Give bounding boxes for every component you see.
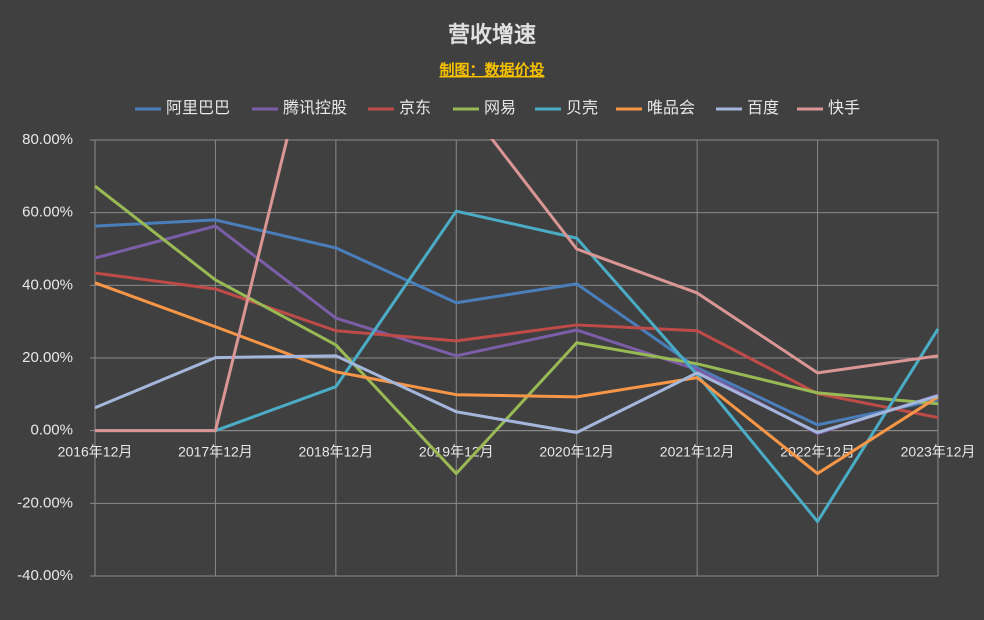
x-tick-label: 2021年12月 bbox=[660, 443, 735, 459]
legend-label: 快手 bbox=[828, 99, 860, 117]
x-tick-label: 2022年12月 bbox=[780, 443, 855, 459]
x-tick-label: 2016年12月 bbox=[58, 443, 133, 459]
y-tick-label: 0.00% bbox=[30, 422, 73, 439]
series-line bbox=[95, 209, 940, 523]
legend-label: 京东 bbox=[399, 99, 431, 117]
legend-label: 腾讯控股 bbox=[283, 99, 347, 117]
x-tick-label: 2018年12月 bbox=[298, 443, 373, 459]
series-line bbox=[94, 354, 939, 434]
chart-subtitle: 制图：数据价投 bbox=[439, 61, 544, 79]
series-line bbox=[95, 139, 939, 433]
x-tick-label: 2023年12月 bbox=[901, 443, 976, 459]
series-line bbox=[94, 271, 939, 420]
y-tick-label: -40.00% bbox=[17, 567, 73, 584]
series-line bbox=[94, 281, 939, 476]
y-tick-label: -20.00% bbox=[17, 494, 73, 511]
legend-label: 贝壳 bbox=[566, 99, 598, 117]
chart-title: 营收增速 bbox=[448, 22, 536, 47]
legend-label: 百度 bbox=[747, 99, 779, 117]
series-line bbox=[94, 184, 939, 476]
series-line bbox=[94, 218, 939, 427]
legend-label: 阿里巴巴 bbox=[166, 99, 230, 117]
x-tick-label: 2017年12月 bbox=[178, 443, 253, 459]
y-tick-label: 40.00% bbox=[22, 276, 73, 293]
legend-label: 网易 bbox=[484, 100, 516, 117]
y-tick-label: 80.00% bbox=[22, 131, 73, 148]
plot-lines bbox=[94, 139, 940, 523]
y-tick-label: 60.00% bbox=[22, 204, 73, 221]
x-tick-label: 2020年12月 bbox=[539, 443, 614, 459]
y-tick-label: 20.00% bbox=[22, 349, 73, 366]
legend-label: 唯品会 bbox=[647, 99, 695, 117]
